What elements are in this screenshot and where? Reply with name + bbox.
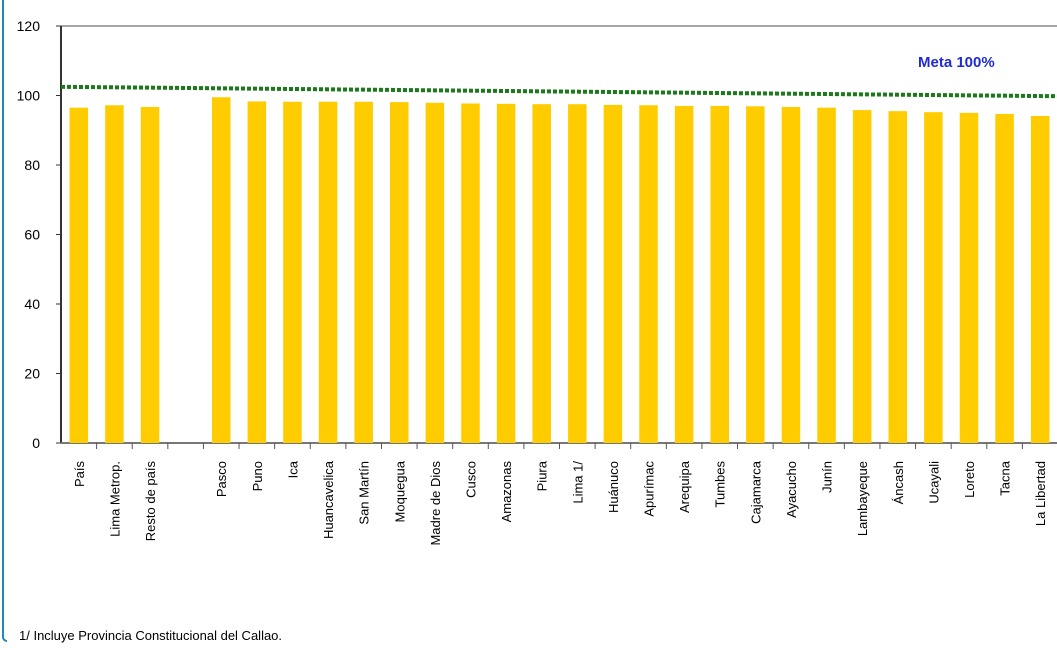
y-tick-label: 120 <box>17 18 41 34</box>
x-tick-label: Cajamarca <box>748 460 763 524</box>
x-tick-label: Loreto <box>962 461 977 498</box>
x-tick-label: Pasco <box>214 461 229 497</box>
meta-line <box>60 84 1057 99</box>
bars <box>69 97 1050 444</box>
bar <box>247 101 267 443</box>
x-tick-label: Cusco <box>463 461 478 498</box>
bar <box>781 106 801 443</box>
bar <box>461 103 480 444</box>
x-tick-label: Amazonas <box>499 461 514 523</box>
x-tick-label: San Martín <box>357 461 372 525</box>
y-tick-label: 80 <box>24 157 40 173</box>
meta-label: Meta 100% <box>910 46 1057 78</box>
bar <box>318 101 338 443</box>
bar <box>674 105 694 444</box>
y-tick-label: 20 <box>24 366 40 382</box>
bar <box>639 105 658 443</box>
x-tick-label: Arequipa <box>677 460 692 513</box>
bar <box>959 112 979 443</box>
bar <box>924 112 943 444</box>
y-tick-label: 0 <box>32 435 40 451</box>
bar <box>390 102 409 443</box>
x-tick-label: Lambayeque <box>855 461 870 536</box>
x-tick-label: Huancavelica <box>321 460 336 539</box>
x-tick-label: La Libertad <box>1033 461 1048 526</box>
x-tick-label: País <box>72 461 87 488</box>
x-tick-label: Lima Metrop. <box>107 461 122 537</box>
y-tick-label: 100 <box>17 88 41 104</box>
bar <box>568 104 587 443</box>
frame-border <box>2 0 7 642</box>
bar <box>354 101 373 443</box>
x-tick-labels: País Lima Metrop. Resto de país Pasco Puno Ic… <box>72 443 1048 546</box>
x-tick-label: Ica <box>285 460 300 478</box>
x-tick-label: Moquegua <box>392 460 407 522</box>
bar <box>710 105 729 444</box>
bar <box>746 106 765 444</box>
x-tick-label: Resto de país <box>143 461 158 542</box>
x-tick-label: Ayacucho <box>784 461 799 518</box>
x-tick-label: Huánuco <box>606 461 621 513</box>
bar <box>532 104 551 443</box>
x-tick-label: Junín <box>820 461 835 493</box>
x-tick-label: Áncash <box>891 461 906 504</box>
x-tick-label: Piura <box>535 460 550 491</box>
bar <box>603 104 623 443</box>
bar <box>211 97 231 444</box>
x-tick-label: Puno <box>250 461 265 491</box>
x-tick-label: Ucayali <box>926 461 941 504</box>
bar <box>995 113 1014 443</box>
bar <box>425 102 445 444</box>
bar-chart: 0 20 40 60 80 100 120 País Lima Metrop. Resto de… <box>17 18 1057 546</box>
bar <box>1030 116 1050 443</box>
bar <box>283 101 302 443</box>
x-tick-label: Tacna <box>998 460 1013 495</box>
bar <box>105 105 124 443</box>
x-tick-label: Madre de Dios <box>428 461 443 546</box>
bar <box>852 110 872 443</box>
bar <box>496 103 516 443</box>
x-tick-label: Apurímac <box>642 461 657 517</box>
bar <box>69 107 89 443</box>
bar <box>888 111 908 443</box>
bar <box>817 107 836 443</box>
y-tick-label: 60 <box>24 227 40 243</box>
bar <box>140 106 160 443</box>
footnote: 1/ Incluye Provincia Constitucional del … <box>19 628 283 643</box>
x-tick-label: Lima 1/ <box>570 461 585 504</box>
y-tick-label: 40 <box>24 296 40 312</box>
x-tick-label: Tumbes <box>713 461 728 508</box>
